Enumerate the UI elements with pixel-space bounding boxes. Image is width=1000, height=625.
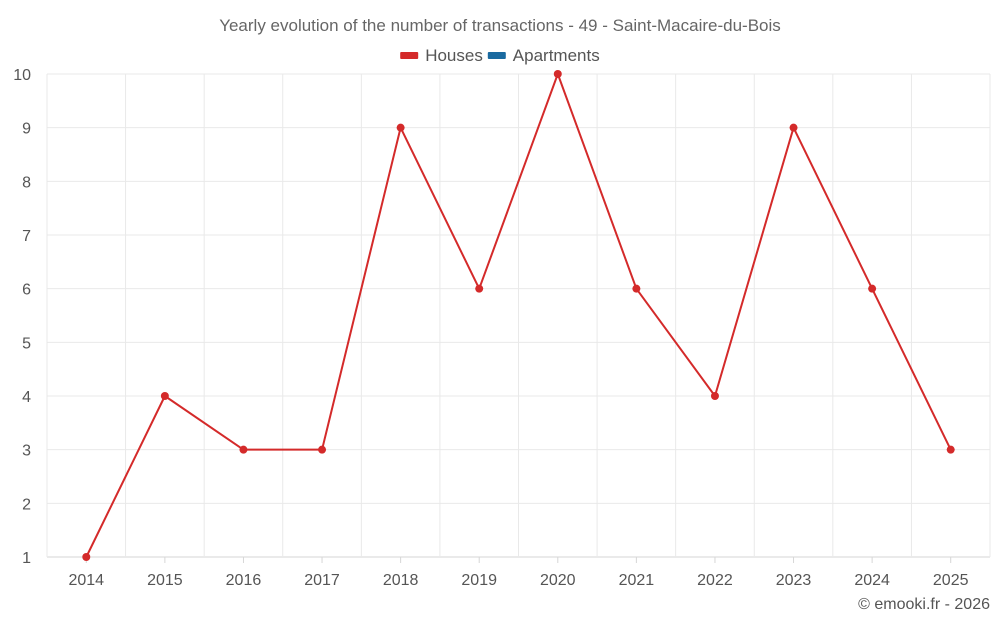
x-tick-label: 2018 bbox=[383, 572, 419, 589]
data-point[interactable] bbox=[553, 70, 562, 78]
legend-label: Houses bbox=[425, 46, 483, 65]
legend-label: Apartments bbox=[513, 46, 600, 65]
y-tick-label: 10 bbox=[13, 67, 31, 84]
series-line bbox=[85, 73, 952, 558]
legend-swatch bbox=[487, 52, 506, 59]
data-point[interactable] bbox=[160, 392, 169, 400]
series-layer bbox=[82, 70, 955, 561]
grid bbox=[46, 73, 991, 558]
legend-swatch bbox=[400, 52, 419, 59]
x-tick-label: 2022 bbox=[697, 572, 733, 589]
data-point[interactable] bbox=[789, 123, 798, 132]
series-houses bbox=[82, 70, 955, 561]
y-axis: 1 2 3 4 5 6 7 8 9 10 bbox=[13, 67, 31, 567]
data-point[interactable] bbox=[710, 392, 719, 400]
x-tick-label: 2024 bbox=[854, 572, 890, 589]
legend-item-houses[interactable]: Houses bbox=[400, 46, 483, 65]
data-point[interactable] bbox=[868, 284, 877, 293]
data-point[interactable] bbox=[239, 445, 248, 454]
x-tick-label: 2016 bbox=[226, 572, 262, 589]
legend[interactable]: Houses Apartments bbox=[400, 46, 600, 65]
data-point[interactable] bbox=[396, 123, 405, 132]
x-tick-label: 2015 bbox=[147, 572, 183, 589]
y-tick-label: 3 bbox=[22, 443, 31, 460]
y-tick-label: 2 bbox=[22, 496, 31, 513]
x-axis: 2014 2015 2016 2017 2018 2019 2020 2021 2022 2023… bbox=[68, 557, 969, 589]
data-point[interactable] bbox=[82, 553, 91, 561]
x-tick-label: 2020 bbox=[540, 572, 576, 589]
data-point[interactable] bbox=[318, 445, 327, 454]
y-tick-label: 1 bbox=[22, 550, 31, 567]
x-tick-label: 2019 bbox=[461, 572, 497, 589]
data-point[interactable] bbox=[946, 445, 955, 454]
x-tick-label: 2017 bbox=[304, 572, 340, 589]
y-tick-label: 4 bbox=[22, 389, 31, 406]
legend-item-apartments[interactable]: Apartments bbox=[487, 46, 600, 65]
y-tick-label: 6 bbox=[22, 282, 31, 299]
x-tick-label: 2023 bbox=[776, 572, 812, 589]
credit-text: © emooki.fr - 2026 bbox=[858, 596, 990, 613]
x-tick-label: 2014 bbox=[68, 572, 104, 589]
y-tick-label: 9 bbox=[22, 121, 31, 138]
data-point[interactable] bbox=[632, 284, 641, 293]
y-tick-label: 8 bbox=[22, 174, 31, 191]
chart-title: Yearly evolution of the number of transa… bbox=[219, 16, 781, 35]
y-tick-label: 7 bbox=[22, 228, 31, 245]
data-point[interactable] bbox=[475, 284, 484, 293]
x-tick-label: 2021 bbox=[619, 572, 655, 589]
y-tick-label: 5 bbox=[22, 335, 31, 352]
x-tick-label: 2025 bbox=[933, 572, 969, 589]
